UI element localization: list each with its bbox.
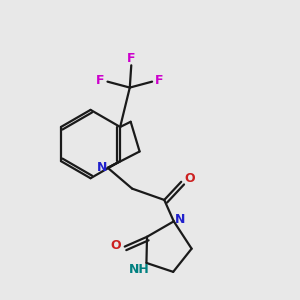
Text: O: O xyxy=(110,238,121,252)
Text: NH: NH xyxy=(129,263,149,276)
Text: N: N xyxy=(175,213,185,226)
Text: F: F xyxy=(96,74,104,87)
Text: F: F xyxy=(155,74,164,87)
Text: O: O xyxy=(184,172,195,185)
Text: F: F xyxy=(127,52,136,65)
Text: N: N xyxy=(97,161,107,174)
